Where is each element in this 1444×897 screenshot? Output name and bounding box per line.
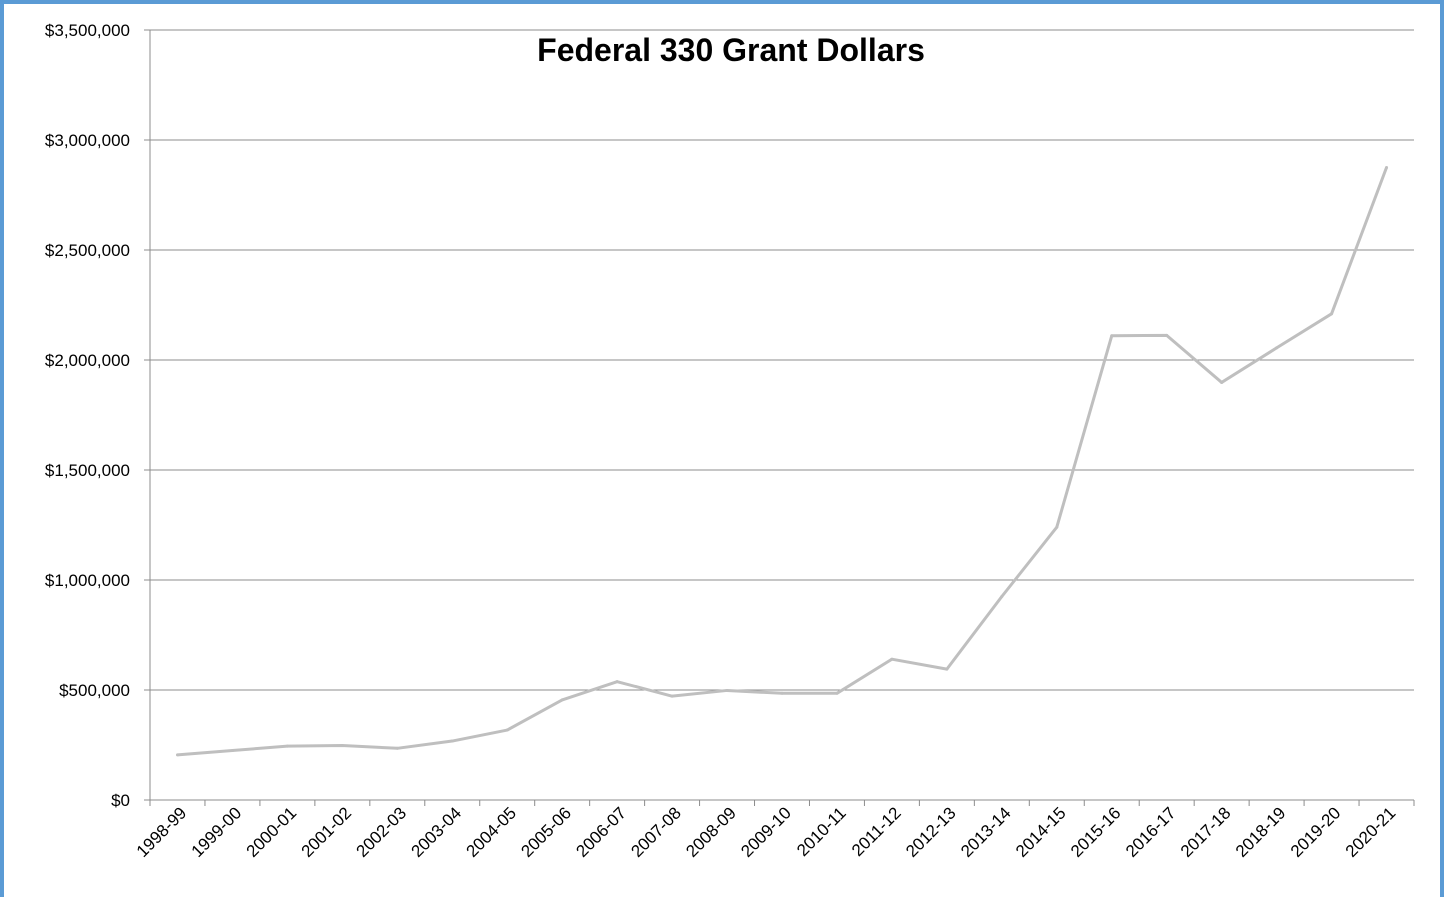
x-tick-label: 2015-16 — [1067, 803, 1125, 861]
x-tick-label: 2000-01 — [243, 803, 301, 861]
x-tick-label: 2011-12 — [848, 803, 905, 860]
x-tick-label: 2017-18 — [1177, 803, 1235, 861]
x-tick-label: 2007-08 — [627, 803, 685, 861]
data-point — [670, 694, 674, 698]
data-point — [285, 744, 289, 748]
data-point — [560, 698, 564, 702]
data-point — [1055, 525, 1059, 529]
data-point — [1275, 346, 1279, 350]
data-point — [890, 657, 894, 661]
data-point — [450, 739, 454, 743]
data-point — [395, 746, 399, 750]
data-point — [1000, 595, 1004, 598]
x-tick-label: 2018-19 — [1232, 803, 1290, 861]
x-tick-label: 2014-15 — [1012, 803, 1070, 861]
data-point — [1165, 333, 1169, 337]
y-tick-label: $1,500,000 — [45, 461, 130, 480]
x-tick-label: 2001-02 — [298, 803, 356, 861]
x-tick-label: 2002-03 — [353, 803, 411, 861]
x-tick-label: 2010-11 — [793, 803, 850, 860]
x-tick-label: 2003-04 — [408, 803, 466, 861]
x-tick-label: 2019-20 — [1287, 803, 1345, 861]
x-tick-label: 2009-10 — [737, 803, 795, 861]
data-point — [1385, 166, 1389, 169]
x-tick-label: 2016-17 — [1122, 803, 1180, 861]
data-point — [230, 749, 234, 752]
data-point — [1220, 380, 1224, 384]
y-tick-label: $500,000 — [59, 681, 130, 700]
x-tick-label: 1999-00 — [188, 803, 246, 861]
series-layer — [175, 166, 1389, 757]
data-point — [780, 691, 784, 695]
data-point — [725, 688, 729, 692]
y-tick-label: $0 — [111, 791, 130, 810]
x-tick-label: 1998-99 — [133, 803, 191, 861]
x-axis-ticks: 1998-991999-002000-012001-022002-032003-… — [133, 803, 1400, 861]
axes — [144, 29, 1415, 806]
y-tick-label: $3,500,000 — [45, 21, 130, 40]
data-point — [615, 680, 619, 684]
data-point — [835, 691, 839, 695]
data-point — [1330, 312, 1334, 316]
x-tick-label: 2005-06 — [517, 803, 575, 861]
x-tick-label: 2008-09 — [682, 803, 740, 861]
x-tick-label: 2004-05 — [462, 803, 520, 861]
gridlines — [150, 29, 1414, 691]
data-point — [340, 743, 344, 747]
x-tick-label: 2013-14 — [957, 803, 1015, 861]
y-tick-label: $2,000,000 — [45, 351, 130, 370]
series-line — [177, 166, 1388, 757]
data-point — [175, 753, 179, 757]
y-tick-label: $2,500,000 — [45, 241, 130, 260]
data-point — [1110, 334, 1114, 338]
x-tick-label: 2012-13 — [902, 803, 960, 861]
y-axis-ticks: $0 $500,000 $1,000,000 $1,500,000 $2,000,000… — [45, 21, 130, 810]
chart-title: Federal 330 Grant Dollars — [537, 32, 925, 68]
x-tick-label: 2020-21 — [1342, 803, 1400, 861]
data-point — [505, 728, 509, 732]
data-point — [945, 667, 949, 671]
y-tick-label: $1,000,000 — [45, 571, 130, 590]
y-tick-label: $3,000,000 — [45, 131, 130, 150]
x-tick-label: 2006-07 — [572, 803, 630, 861]
